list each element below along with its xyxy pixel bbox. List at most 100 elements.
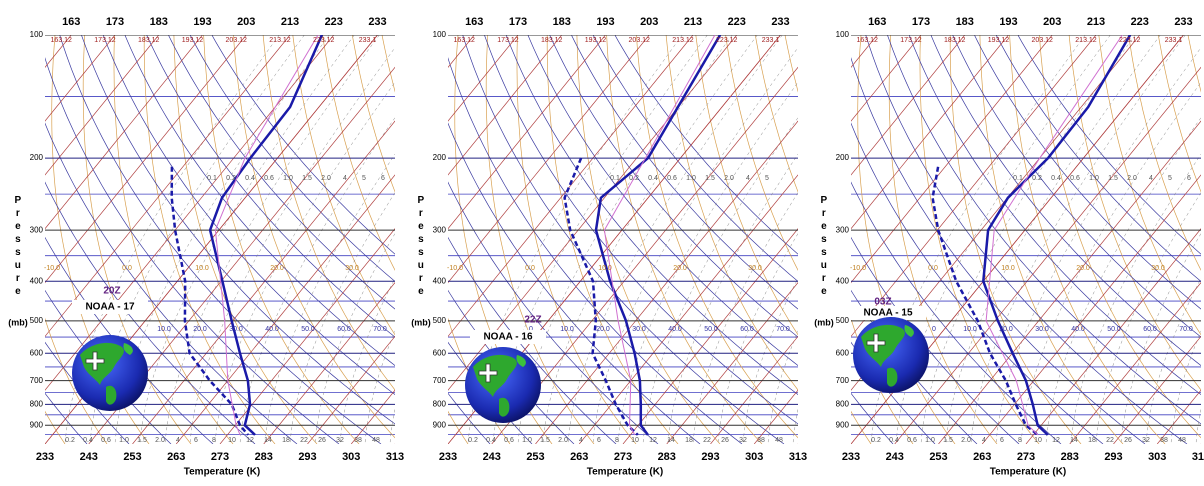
mixing-ratio-label: 6 (381, 175, 385, 182)
x2-tick-label: 193 (596, 16, 614, 28)
plot-layer (851, 35, 1201, 444)
thetae-label: 20.0 (596, 326, 610, 333)
bottom-ratio-label: 4 (982, 437, 986, 444)
isotherm-label: 193.12 (182, 37, 204, 44)
isotherm-label: 203.12 (1032, 37, 1054, 44)
moist-adiabat (919, 35, 1040, 444)
y-tick-label: 300 (836, 225, 850, 234)
bottom-ratio-label: 12 (1052, 437, 1060, 444)
thetae-label: 20.0 (999, 326, 1013, 333)
y-tick-label: 200 (30, 153, 44, 162)
isotherm (448, 35, 606, 230)
y-tick-label: 400 (30, 276, 44, 285)
mixing-ratio-line (970, 35, 1186, 444)
isotherm (578, 174, 798, 444)
bottom-ratio-label: 0.2 (468, 437, 478, 444)
dry-adiabat (45, 341, 130, 444)
x-tick-label: 293 (298, 451, 316, 463)
mixing-ratio-line (289, 192, 395, 444)
bottom-ratio-label: 6 (597, 437, 601, 444)
thetae-label: 60.0 (1143, 326, 1157, 333)
bottom-ratio-label: 14 (264, 437, 272, 444)
isotherm (45, 35, 335, 391)
isotherm (981, 174, 1201, 444)
dry-adiabat (168, 35, 395, 310)
bottom-ratio-label: 22 (300, 437, 308, 444)
bottom-ratio-label: 48 (372, 437, 380, 444)
thetae-label: 20.0 (193, 326, 207, 333)
thetae-label: 0 (529, 326, 533, 333)
theta-label: 30.0 (1151, 265, 1165, 272)
y-unit-label: (mb) (814, 317, 834, 327)
dry-adiabat (865, 35, 1188, 444)
y-unit-label: (mb) (411, 317, 431, 327)
x-axis-label: Temperature (K) (990, 467, 1067, 478)
y-tick-label: 500 (836, 316, 850, 325)
bottom-ratio-label: 0.6 (504, 437, 514, 444)
mixing-ratio-line (1045, 117, 1201, 444)
moist-adiabat (636, 35, 798, 439)
bottom-ratio-label: 1.5 (943, 437, 953, 444)
isotherm (894, 66, 1201, 444)
isotherm (263, 281, 395, 444)
x-tick-label: 293 (1104, 451, 1122, 463)
bottom-ratio-label: 2.0 (961, 437, 971, 444)
moist-adiabat (1128, 35, 1201, 271)
thetae-label: 60.0 (740, 326, 754, 333)
bottom-ratio-label: 2.0 (155, 437, 165, 444)
sounding-line (982, 35, 1132, 436)
globe-icon (852, 316, 930, 394)
y-axis-label: Pressure (415, 195, 426, 299)
time-label: 22Z (524, 315, 541, 326)
mixing-ratio-line (189, 47, 395, 444)
mixing-ratio-label: 0.1 (1013, 175, 1023, 182)
mixing-ratio-line (364, 330, 395, 444)
x2-tick-label: 173 (509, 16, 527, 28)
bottom-ratio-label: 12 (649, 437, 657, 444)
dry-adiabat (189, 35, 395, 282)
y-tick-label: 800 (433, 399, 447, 408)
mixing-ratio-label: 1.0 (1089, 175, 1099, 182)
dry-adiabat (851, 181, 1062, 444)
mixing-ratio-line (592, 47, 798, 444)
bottom-ratio-label: 26 (1124, 437, 1132, 444)
isotherm (307, 335, 395, 444)
x-tick-label: 243 (483, 451, 501, 463)
mixing-ratio-line (1170, 330, 1201, 444)
mixing-ratio-line (920, 35, 1136, 444)
mixing-ratio-label: 0.6 (264, 175, 274, 182)
moist-adiabat (233, 35, 395, 439)
mixing-ratio-line (1120, 233, 1201, 444)
mixing-ratio-label: 2.0 (724, 175, 734, 182)
theta-label: 0.0 (122, 265, 132, 272)
y-tick-label: 500 (433, 316, 447, 325)
moist-adiabat (292, 35, 395, 336)
x-tick-label: 233 (439, 451, 457, 463)
isotherm (851, 35, 922, 122)
sounding-line (208, 35, 324, 436)
time-label: 03Z (874, 297, 891, 308)
x2-tick-label: 223 (325, 16, 343, 28)
isotherm (1113, 335, 1201, 444)
thetae-label: 70.0 (776, 326, 790, 333)
dry-adiabat (908, 35, 1201, 396)
moist-adiabat (1009, 35, 1166, 444)
isotherm (132, 120, 395, 444)
mixing-ratio-line (1095, 192, 1201, 444)
y-tick-label: 300 (433, 225, 447, 234)
bottom-ratio-label: 1.0 (119, 437, 129, 444)
theta-label: 10.0 (598, 265, 612, 272)
sounding-line (603, 35, 716, 436)
isotherm (851, 35, 1009, 230)
isotherm-label: 213.12 (269, 37, 291, 44)
thetae-label: 70.0 (1179, 326, 1193, 333)
moist-adiabat (1157, 35, 1201, 193)
moist-adiabat (546, 35, 679, 444)
bottom-ratio-label: 22 (703, 437, 711, 444)
satellite-label: NOAA - 15 (863, 308, 913, 319)
dry-adiabat (45, 57, 340, 444)
mixing-ratio-line (995, 47, 1201, 444)
mixing-ratio-label: 0.1 (610, 175, 620, 182)
theta-label: 20.0 (270, 265, 284, 272)
x2-tick-label: 223 (728, 16, 746, 28)
